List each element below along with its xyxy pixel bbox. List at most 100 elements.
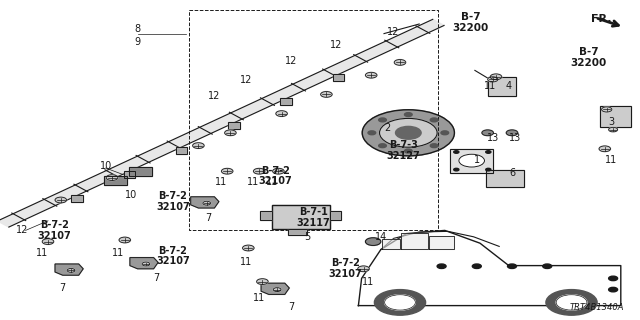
Circle shape — [404, 149, 412, 153]
Bar — [450, 149, 493, 173]
Bar — [272, 205, 330, 229]
Text: B-7-1
32117: B-7-1 32117 — [297, 207, 330, 228]
Text: 7: 7 — [288, 302, 294, 312]
Circle shape — [257, 279, 268, 284]
Circle shape — [437, 264, 446, 268]
Circle shape — [221, 168, 233, 174]
Text: 5: 5 — [304, 232, 310, 242]
Bar — [333, 74, 344, 81]
Circle shape — [506, 130, 518, 136]
Text: 3: 3 — [608, 116, 614, 127]
Circle shape — [253, 168, 265, 174]
Bar — [288, 229, 307, 235]
Circle shape — [119, 237, 131, 243]
Bar — [72, 195, 83, 202]
Circle shape — [602, 107, 612, 112]
Circle shape — [106, 175, 118, 180]
Bar — [288, 229, 307, 235]
Polygon shape — [261, 283, 289, 294]
Circle shape — [276, 111, 287, 116]
Text: 12: 12 — [387, 27, 400, 37]
Bar — [104, 176, 127, 185]
Circle shape — [273, 288, 281, 292]
Text: TRT4B1340A: TRT4B1340A — [570, 303, 624, 312]
Circle shape — [472, 264, 481, 268]
Text: 12: 12 — [285, 56, 298, 66]
Bar — [228, 122, 239, 129]
Circle shape — [368, 131, 376, 135]
Text: B-7-2
32107: B-7-2 32107 — [156, 246, 189, 266]
Bar — [260, 211, 272, 220]
Bar — [330, 211, 341, 220]
Circle shape — [482, 130, 493, 136]
Bar — [272, 205, 330, 229]
Circle shape — [430, 144, 438, 148]
Bar — [104, 176, 127, 185]
Text: 11: 11 — [246, 177, 259, 188]
Bar — [486, 170, 524, 187]
Bar — [486, 170, 524, 187]
Bar — [260, 211, 272, 220]
Circle shape — [488, 77, 498, 82]
Text: 6: 6 — [509, 168, 515, 178]
Circle shape — [490, 74, 502, 80]
Circle shape — [599, 146, 611, 152]
Text: B-7-3
32127: B-7-3 32127 — [387, 140, 420, 161]
Circle shape — [321, 92, 332, 97]
Bar — [176, 147, 188, 154]
Text: 4: 4 — [506, 81, 512, 92]
Circle shape — [374, 290, 426, 315]
Circle shape — [380, 118, 437, 147]
Polygon shape — [358, 230, 621, 306]
Text: B-7-2
32107: B-7-2 32107 — [259, 166, 292, 186]
Circle shape — [609, 127, 618, 132]
Bar — [280, 98, 292, 105]
Bar — [124, 171, 135, 178]
Circle shape — [225, 130, 236, 136]
Circle shape — [486, 151, 491, 153]
Circle shape — [358, 266, 369, 272]
Polygon shape — [429, 236, 454, 249]
Bar — [600, 106, 631, 127]
Circle shape — [546, 290, 597, 315]
Bar — [488, 77, 516, 96]
Circle shape — [404, 113, 412, 116]
Circle shape — [486, 168, 491, 171]
Circle shape — [203, 201, 211, 205]
Bar — [124, 171, 135, 178]
Polygon shape — [191, 197, 219, 208]
Circle shape — [55, 197, 67, 203]
Circle shape — [609, 276, 618, 281]
Circle shape — [441, 131, 449, 135]
Text: 11: 11 — [253, 292, 266, 303]
Polygon shape — [55, 264, 83, 275]
Circle shape — [362, 110, 454, 156]
Circle shape — [385, 295, 415, 310]
Circle shape — [379, 118, 387, 122]
Text: 12: 12 — [208, 91, 221, 101]
Text: B-7
32200: B-7 32200 — [452, 12, 488, 33]
Text: 2: 2 — [384, 123, 390, 133]
Text: 11: 11 — [483, 81, 496, 92]
Circle shape — [273, 168, 284, 174]
Circle shape — [193, 143, 204, 148]
Circle shape — [508, 264, 516, 268]
Text: 10: 10 — [99, 161, 112, 172]
Circle shape — [243, 245, 254, 251]
Text: 13: 13 — [486, 132, 499, 143]
Bar — [600, 106, 631, 127]
Circle shape — [459, 154, 484, 167]
Text: 1: 1 — [474, 155, 480, 165]
Text: 11: 11 — [266, 177, 278, 188]
Text: 11: 11 — [240, 257, 253, 268]
Bar — [129, 167, 152, 176]
Polygon shape — [0, 19, 444, 227]
Text: 13: 13 — [509, 132, 522, 143]
Bar — [333, 74, 344, 81]
Circle shape — [42, 239, 54, 244]
Text: B-7-2
32107: B-7-2 32107 — [38, 220, 71, 241]
Text: 12: 12 — [330, 40, 342, 50]
Bar — [228, 122, 239, 129]
Circle shape — [609, 287, 618, 292]
Text: 11: 11 — [112, 248, 125, 258]
